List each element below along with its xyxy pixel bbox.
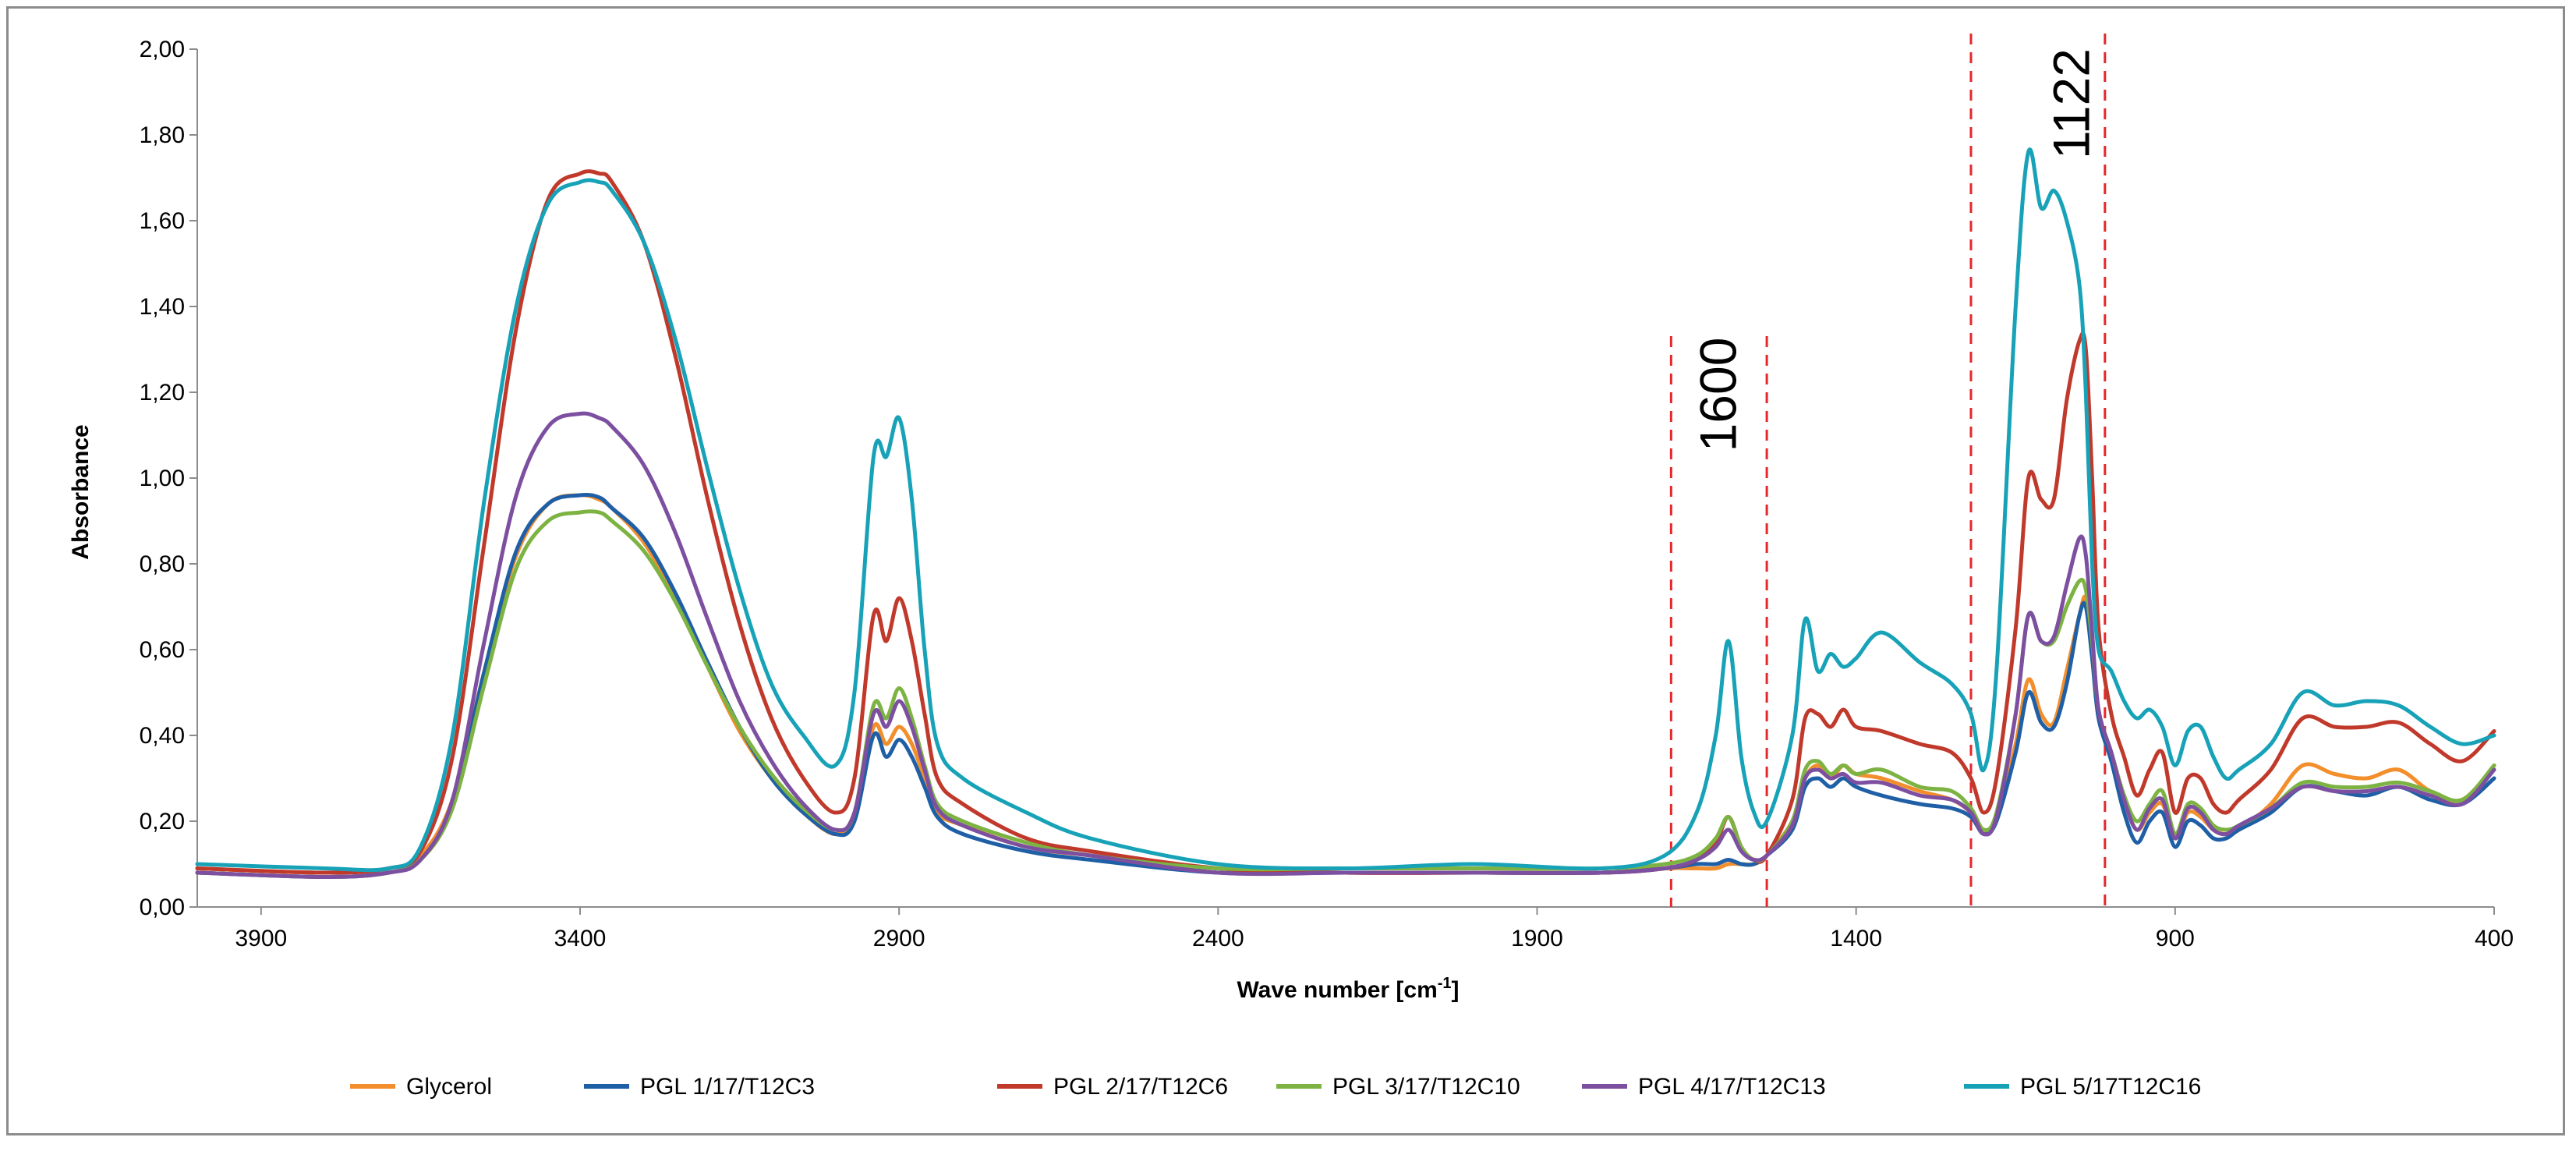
legend: Glycerol PGL 1/17/T12C3 PGL 2/17/T12C6 PGL … — [350, 1074, 2201, 1100]
series-line-pgl-2-17-t12c6 — [195, 169, 2496, 875]
y-tick-label: 1,00 — [140, 466, 185, 491]
y-tick-label: 1,20 — [140, 380, 185, 406]
x-tick-label: 2900 — [873, 926, 925, 951]
x-tick-label: 1900 — [1511, 926, 1563, 951]
legend-label-pgl-2-17-t12c6: PGL 2/17/T12C6 — [1053, 1074, 1228, 1100]
y-tick-label: 0,60 — [140, 637, 185, 663]
annotation-1122: 1122 — [2042, 48, 2100, 159]
legend-label-pgl-3-17-t12c10: PGL 3/17/T12C10 — [1332, 1074, 1520, 1100]
y-tick-label: 2,00 — [140, 37, 185, 62]
y-axis-title: Absorbance — [68, 424, 94, 559]
y-tick-label: 1,40 — [140, 294, 185, 320]
y-tick-label: 0,80 — [140, 551, 185, 577]
x-axis-title-superscript: -1 — [1438, 975, 1452, 992]
y-tick-label: 0,20 — [140, 809, 185, 834]
legend-label-pgl-4-17-t12c13: PGL 4/17/T12C13 — [1638, 1074, 1826, 1100]
x-axis-title: Wave number [cm-1] — [1237, 975, 1459, 1003]
chart-svg: 0,00 0,20 0,40 0,60 0,80 1,00 1,20 1,40 1,60 1,80… — [68, 34, 2514, 1100]
y-tick-label: 1,80 — [140, 122, 185, 148]
x-tick-label: 2400 — [1192, 926, 1244, 951]
annotation-1600: 1600 — [1690, 338, 1747, 452]
x-tick-label: 3900 — [235, 926, 287, 951]
chart-frame: 0,00 0,20 0,40 0,60 0,80 1,00 1,20 1,40 1,60 1,80… — [6, 6, 2565, 1135]
series-line-pgl-5-17t12c16 — [195, 147, 2496, 873]
y-tick-label: 0,40 — [140, 723, 185, 749]
y-tick-label: 1,60 — [140, 208, 185, 234]
plot-area: 0,00 0,20 0,40 0,60 0,80 1,00 1,20 1,40 1,60 1,80… — [140, 34, 2514, 951]
legend-label-glycerol: Glycerol — [406, 1074, 492, 1100]
x-tick-label: 400 — [2475, 926, 2514, 951]
x-tick-label: 3400 — [554, 926, 607, 951]
x-tick-label: 1400 — [1830, 926, 1882, 951]
series-line-pgl-1-17-t12c3 — [195, 492, 2496, 879]
series-line-glycerol — [195, 493, 2496, 875]
y-tick-label: 0,00 — [140, 895, 185, 920]
x-tick-label: 900 — [2156, 926, 2195, 951]
series-line-pgl-4-17-t12c13 — [195, 411, 2496, 879]
legend-label-pgl-1-17-t12c3: PGL 1/17/T12C3 — [640, 1074, 815, 1100]
legend-label-pgl-5-17t12c16: PGL 5/17T12C16 — [2020, 1074, 2201, 1100]
